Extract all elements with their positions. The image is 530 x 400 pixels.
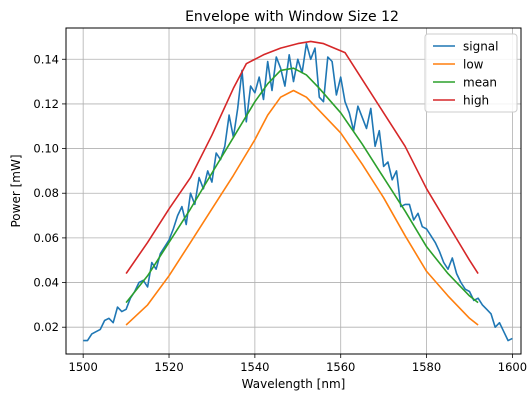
series-line-signal bbox=[83, 42, 513, 342]
y-tick-label: 0.04 bbox=[33, 276, 59, 290]
y-tick-label: 0.10 bbox=[33, 142, 59, 156]
x-tick-label: 1600 bbox=[498, 360, 527, 374]
legend-label-high: high bbox=[463, 94, 489, 108]
legend-label-mean: mean bbox=[463, 76, 497, 90]
x-tick-label: 1560 bbox=[326, 360, 355, 374]
y-tick-label: 0.06 bbox=[33, 231, 59, 245]
legend: signal low mean high bbox=[424, 33, 518, 113]
y-tick-label: 0.12 bbox=[33, 97, 59, 111]
x-tick-label: 1540 bbox=[240, 360, 269, 374]
series-line-mean bbox=[125, 67, 479, 304]
y-tick-label: 0.02 bbox=[33, 320, 59, 334]
legend-label-signal: signal bbox=[463, 40, 499, 54]
series-group bbox=[83, 40, 513, 342]
x-tick-label: 1500 bbox=[69, 360, 98, 374]
legend-label-low: low bbox=[463, 58, 484, 72]
y-tick-label: 0.14 bbox=[33, 52, 59, 66]
x-axis-label: Wavelength [nm] bbox=[242, 377, 346, 391]
plot-frame bbox=[65, 27, 522, 355]
x-tick-label: 1580 bbox=[412, 360, 441, 374]
x-tick-label: 1520 bbox=[154, 360, 183, 374]
legend-box bbox=[424, 33, 518, 113]
series-line-low bbox=[125, 89, 479, 326]
series-line-high bbox=[125, 40, 479, 275]
axes-ticks: 1500 1520 1540 1560 1580 1600 0.02 0.04 0.06 0.08… bbox=[33, 52, 527, 374]
chart-title: Envelope with Window Size 12 bbox=[185, 9, 399, 25]
y-axis-label: Power [mW] bbox=[9, 154, 23, 227]
y-tick-label: 0.08 bbox=[33, 186, 59, 200]
